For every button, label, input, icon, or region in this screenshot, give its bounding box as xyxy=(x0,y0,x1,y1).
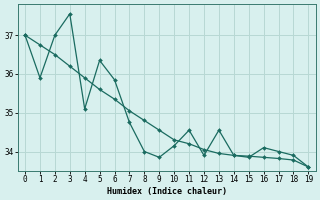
X-axis label: Humidex (Indice chaleur): Humidex (Indice chaleur) xyxy=(107,187,227,196)
